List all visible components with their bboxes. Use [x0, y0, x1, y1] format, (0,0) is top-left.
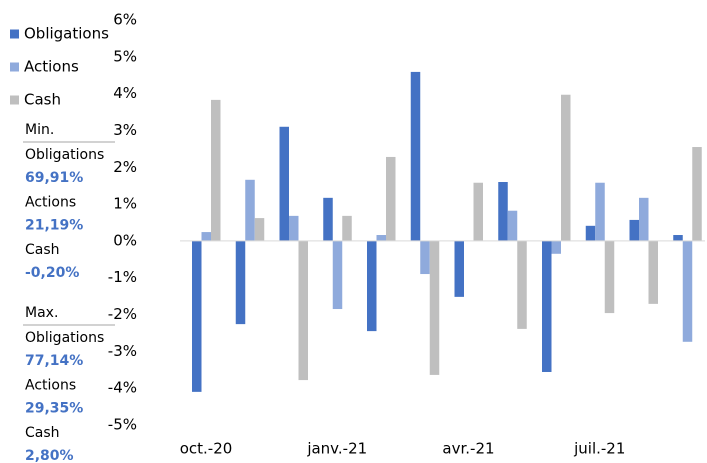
bar [648, 240, 658, 304]
bar [192, 240, 202, 392]
legend-label: Cash [24, 91, 61, 109]
stat-value: 77,14% [25, 353, 83, 369]
stat-title: Max. [25, 305, 58, 321]
bar [279, 126, 289, 241]
bar [201, 232, 211, 241]
bar [342, 215, 352, 241]
bar [673, 235, 683, 241]
stat-title: Min. [25, 122, 54, 138]
bar [332, 240, 343, 310]
stat-value: 2,80% [25, 448, 74, 463]
y-tick-label: -4% [108, 379, 137, 397]
stat-value: 69,91% [25, 170, 83, 186]
y-tick-label: -3% [108, 342, 137, 360]
x-tick-label: avr.-21 [442, 440, 494, 458]
bar [323, 197, 333, 241]
bar [298, 240, 308, 381]
y-tick-label: 3% [113, 121, 137, 139]
bar [429, 240, 440, 375]
bar [604, 240, 615, 314]
y-tick-label: 1% [113, 195, 137, 213]
bar [639, 197, 649, 241]
bar [629, 219, 639, 241]
bar [498, 182, 508, 241]
y-tick-label: -2% [108, 305, 137, 323]
stat-label: Actions [25, 195, 76, 211]
bar [420, 240, 430, 275]
y-tick-label: 2% [113, 158, 137, 176]
x-tick-label: janv.-21 [306, 440, 367, 458]
y-tick-label: 5% [113, 47, 137, 65]
stat-value: 21,19% [25, 218, 83, 234]
legend-swatch [10, 62, 19, 72]
x-tick-label: juil.-21 [573, 440, 625, 458]
stat-value: 29,35% [25, 401, 83, 417]
y-tick-label: -1% [108, 268, 137, 286]
bar [376, 235, 386, 241]
legend-swatch [10, 29, 19, 39]
bar [245, 179, 255, 241]
x-tick-label: oct.-20 [180, 440, 233, 458]
bar [454, 240, 464, 297]
stat-label: Cash [25, 242, 60, 258]
bar [517, 240, 527, 329]
y-tick-label: 0% [113, 231, 137, 249]
legend-label: Actions [24, 58, 79, 76]
bar [386, 156, 396, 241]
bar [507, 210, 518, 241]
y-tick-label: -5% [108, 416, 137, 434]
y-tick-label: 6% [113, 11, 137, 29]
bar [585, 225, 596, 241]
bar [561, 94, 571, 241]
bar [410, 71, 421, 241]
bar [254, 218, 265, 241]
bar [551, 240, 561, 254]
bar [473, 182, 483, 241]
stat-label: Obligations [25, 147, 104, 163]
stat-value: -0,20% [25, 265, 79, 281]
y-tick-label: 4% [113, 84, 137, 102]
bar [692, 147, 702, 241]
bar [542, 240, 552, 372]
bar [595, 182, 605, 241]
bar [367, 240, 377, 332]
legend-label: Obligations [24, 25, 109, 43]
bar [211, 99, 221, 241]
stat-label: Actions [25, 378, 76, 394]
bar [289, 215, 299, 241]
legend-swatch [10, 95, 19, 105]
stat-label: Obligations [25, 330, 104, 346]
bar [682, 240, 693, 342]
stat-label: Cash [25, 425, 60, 441]
bar [235, 240, 246, 325]
